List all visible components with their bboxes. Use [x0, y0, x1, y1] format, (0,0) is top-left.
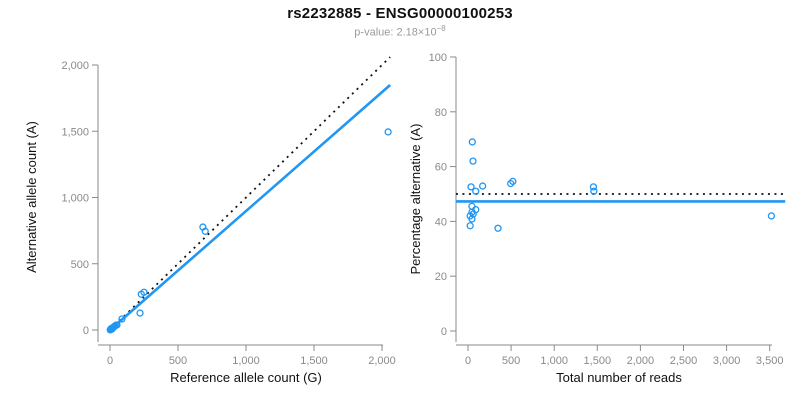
x-tick-label: 500 — [169, 355, 187, 367]
data-point — [201, 227, 209, 235]
y-tick-label: 2,000 — [61, 60, 89, 72]
data-point — [136, 309, 144, 317]
chart-title: rs2232885 - ENSG00000100253 — [287, 5, 513, 22]
data-point — [472, 187, 480, 195]
data-point — [509, 177, 517, 186]
y-tick-label: 40 — [435, 216, 447, 228]
figure-header: rs2232885 - ENSG00000100253 p-value: 2.1… — [0, 0, 800, 39]
x-tick-label: 1,500 — [300, 355, 328, 367]
data-point — [384, 128, 392, 136]
y-axis-title: Percentage alternative (A) — [408, 123, 423, 274]
y-axis-title: Alternative allele count (A) — [24, 121, 39, 273]
y-tick-label: 100 — [429, 52, 447, 64]
y-tick-label: 20 — [435, 271, 447, 283]
data-point — [767, 212, 776, 220]
x-axis-title: Total number of reads — [556, 370, 682, 385]
data-point — [468, 215, 476, 223]
identity-line — [109, 56, 391, 331]
data-point — [466, 222, 474, 230]
data-point — [494, 224, 502, 232]
subtitle-text: p-value: 2.18×10 — [354, 26, 437, 39]
chart-subtitle: p-value: 2.18×10−8 — [0, 24, 800, 39]
data-point — [468, 138, 476, 146]
x-axis-title: Reference allele count (G) — [170, 370, 322, 385]
data-point — [589, 183, 598, 191]
data-point — [118, 315, 126, 323]
subtitle-exponent: −8 — [436, 24, 446, 33]
regression-line — [109, 84, 392, 331]
x-tick-label: 2,000 — [627, 355, 655, 367]
x-tick-label: 2,000 — [368, 355, 396, 367]
x-tick-label: 0 — [107, 355, 113, 367]
y-tick-label: 1,500 — [61, 126, 89, 138]
data-point — [140, 288, 148, 296]
y-tick-label: 0 — [83, 325, 89, 337]
y-tick-label: 80 — [435, 107, 447, 119]
data-point — [467, 183, 475, 191]
x-tick-label: 3,000 — [713, 355, 741, 367]
data-point — [107, 325, 115, 333]
y-tick-label: 500 — [71, 259, 89, 271]
data-point — [469, 157, 477, 165]
x-tick-label: 1,500 — [584, 355, 612, 367]
data-point — [507, 179, 515, 188]
data-point — [590, 187, 598, 195]
x-tick-label: 500 — [502, 355, 520, 367]
x-tick-label: 1,000 — [232, 355, 260, 367]
data-point — [479, 182, 487, 190]
x-tick-label: 0 — [465, 355, 471, 367]
y-tick-label: 60 — [435, 162, 447, 174]
x-tick-label: 3,500 — [756, 355, 784, 367]
x-tick-label: 2,500 — [670, 355, 698, 367]
y-tick-label: 1,000 — [61, 193, 89, 205]
data-point — [113, 321, 121, 329]
y-tick-label: 0 — [441, 326, 447, 338]
data-point — [468, 202, 476, 210]
x-tick-label: 1,000 — [540, 355, 568, 367]
